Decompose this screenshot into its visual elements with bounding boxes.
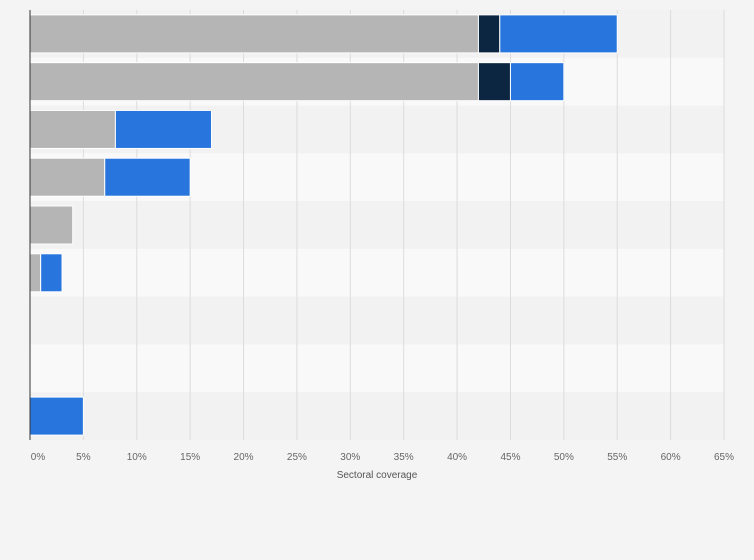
x-tick-label: 40% [447, 452, 467, 463]
row-band [30, 248, 724, 297]
bar-segment [104, 157, 191, 197]
bar-segment [29, 62, 479, 102]
x-tick-label: 35% [394, 452, 414, 463]
bar-segment [499, 14, 618, 54]
row-band [30, 296, 724, 345]
bar-segment [29, 14, 479, 54]
x-tick-label: 0% [31, 452, 46, 463]
x-tick-label: 5% [76, 452, 91, 463]
bar-segment [29, 205, 74, 245]
x-axis-title: Sectoral coverage [337, 470, 418, 481]
x-tick-label: 55% [607, 452, 627, 463]
bar-segment [29, 157, 106, 197]
bar-segment [40, 253, 63, 293]
x-tick-label: 65% [714, 452, 734, 463]
bar-segment [29, 253, 42, 293]
x-tick-label: 30% [340, 452, 360, 463]
x-tick-label: 20% [234, 452, 254, 463]
x-tick-label: 60% [661, 452, 681, 463]
row-band [30, 201, 724, 249]
row-bands [30, 10, 724, 440]
x-tick-label: 15% [180, 452, 200, 463]
x-tick-labels: 0% 5% 10% 15% 20% 25% 30% 35% 40% 45% 50% 55% 60% 65% [31, 452, 734, 463]
bars [29, 14, 618, 436]
x-tick-label: 50% [554, 452, 574, 463]
bar-segment [477, 14, 501, 54]
x-tick-label: 25% [287, 452, 307, 463]
row-band [30, 344, 724, 393]
bar-segment [29, 109, 116, 149]
x-tick-label: 10% [127, 452, 147, 463]
bar-segment [477, 62, 511, 102]
bar-segment [509, 62, 565, 102]
bar-segment [29, 396, 84, 436]
row-band [30, 392, 724, 440]
x-tick-label: 45% [500, 452, 520, 463]
bar-segment [114, 109, 213, 149]
